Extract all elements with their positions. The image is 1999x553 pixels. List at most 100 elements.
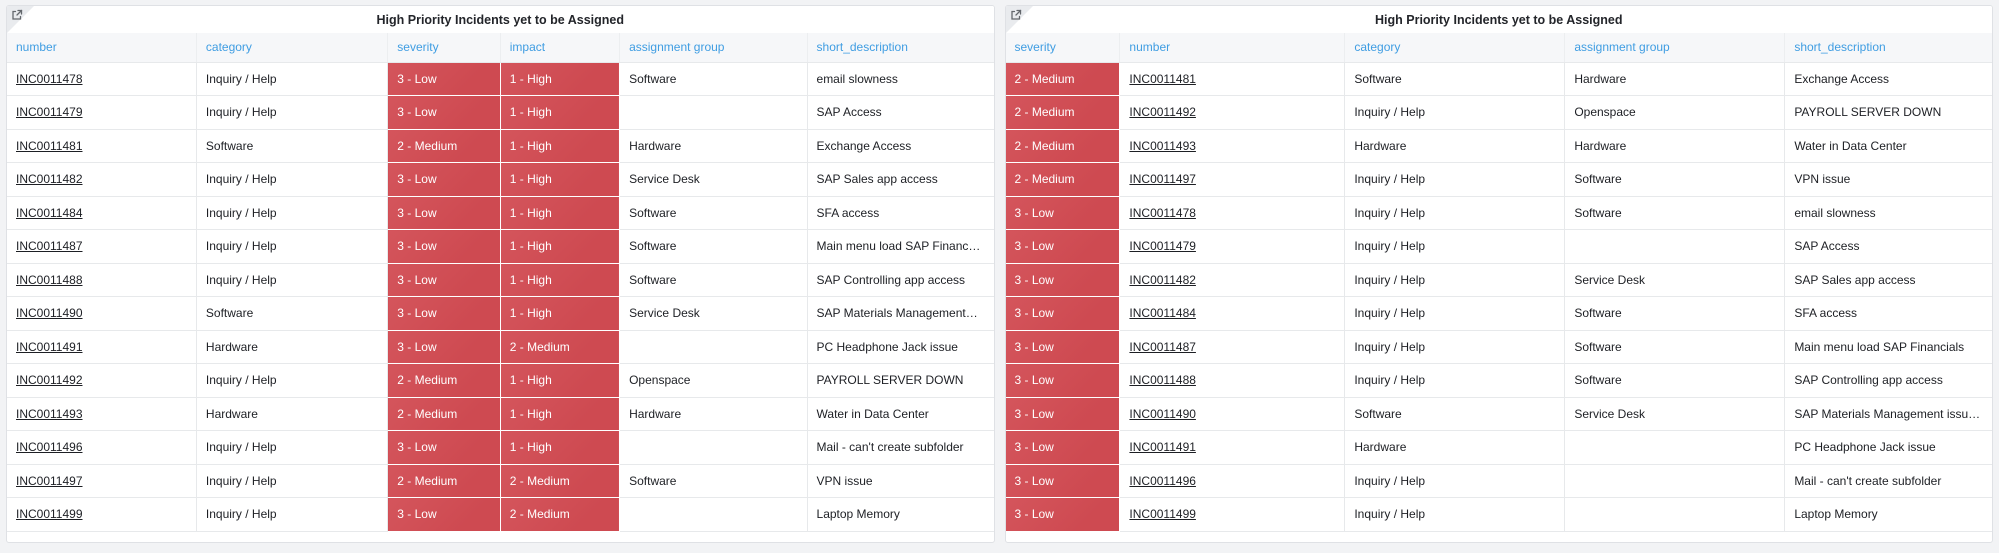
incident-link[interactable]: INC0011490: [16, 306, 83, 321]
table-row: INC0011479 Inquiry / Help 3 - Low 1 - High S…: [7, 95, 994, 130]
external-link-icon[interactable]: [1010, 9, 1026, 25]
number-cell: INC0011481: [7, 129, 197, 163]
incident-link[interactable]: INC0011497: [16, 473, 83, 488]
incident-link[interactable]: INC0011493: [1129, 138, 1196, 153]
incident-link[interactable]: INC0011499: [1129, 507, 1196, 522]
impact-cell: 1 - High: [500, 229, 621, 264]
table-row: 3 - Low INC0011484 Inquiry / Help Software S…: [1005, 296, 1992, 331]
incident-link[interactable]: INC0011487: [16, 239, 83, 254]
incident-link[interactable]: INC0011479: [1129, 239, 1196, 254]
incident-link[interactable]: INC0011497: [1129, 172, 1196, 187]
table-row: 3 - Low INC0011487 Inquiry / Help Software M…: [1005, 330, 1992, 364]
incident-link[interactable]: INC0011499: [16, 507, 83, 522]
incident-link[interactable]: INC0011492: [1129, 105, 1196, 120]
severity-cell: 3 - Low: [1005, 363, 1121, 398]
incident-link[interactable]: INC0011481: [1129, 71, 1196, 86]
assignment_group-cell: Hardware: [1564, 129, 1786, 163]
impact-cell: 1 - High: [500, 129, 621, 163]
category-cell: Inquiry / Help: [1344, 330, 1566, 364]
incident-link[interactable]: INC0011496: [1129, 473, 1196, 488]
incident-link[interactable]: INC0011488: [16, 272, 83, 287]
incident-link[interactable]: INC0011481: [16, 138, 83, 153]
column-header-category[interactable]: category: [196, 33, 389, 63]
assignment_group-cell: Software: [619, 464, 808, 498]
column-header-number[interactable]: number: [1119, 33, 1346, 63]
impact-cell: 1 - High: [500, 263, 621, 297]
incident-link[interactable]: INC0011492: [16, 373, 83, 388]
column-header-short_description[interactable]: short_description: [1784, 33, 1992, 63]
column-header-severity[interactable]: severity: [1005, 33, 1121, 63]
assignment_group-cell: Service Desk: [619, 296, 808, 331]
short_description-cell: SFA access: [1784, 296, 1992, 331]
incident-link[interactable]: INC0011484: [16, 205, 83, 220]
incident-link[interactable]: INC0011491: [16, 339, 83, 354]
severity-cell: 3 - Low: [387, 430, 501, 465]
category-cell: Inquiry / Help: [196, 62, 389, 96]
severity-cell: 3 - Low: [1005, 229, 1121, 264]
incident-link[interactable]: INC0011491: [1129, 440, 1196, 455]
report-widget-left: High Priority Incidents yet to be Assign…: [6, 5, 995, 543]
short_description-cell: SAP Access: [1784, 229, 1992, 264]
severity-cell: 2 - Medium: [1005, 162, 1121, 197]
table-row: 3 - Low INC0011478 Inquiry / Help Software e…: [1005, 196, 1992, 230]
impact-cell: 1 - High: [500, 196, 621, 230]
number-cell: INC0011496: [1119, 464, 1346, 498]
incident-link[interactable]: INC0011478: [1129, 205, 1196, 220]
category-cell: Inquiry / Help: [196, 464, 389, 498]
incident-link[interactable]: INC0011478: [16, 71, 83, 86]
external-link-icon[interactable]: [11, 9, 27, 25]
column-header-assignment_group[interactable]: assignment group: [1564, 33, 1786, 63]
incident-link[interactable]: INC0011496: [16, 440, 83, 455]
incident-link[interactable]: INC0011482: [1129, 272, 1196, 287]
incidents-table: severity number category assignment group sh…: [1005, 33, 1992, 532]
assignment_group-cell: [1564, 229, 1786, 264]
incident-link[interactable]: INC0011488: [1129, 373, 1196, 388]
impact-cell: 2 - Medium: [500, 330, 621, 364]
column-header-assignment_group[interactable]: assignment group: [619, 33, 808, 63]
header-row: severity number category assignment group sh…: [1005, 33, 1992, 63]
category-cell: Inquiry / Help: [196, 363, 389, 398]
column-header-number[interactable]: number: [7, 33, 197, 63]
incident-link[interactable]: INC0011479: [16, 105, 83, 120]
number-cell: INC0011492: [7, 363, 197, 398]
incident-link[interactable]: INC0011484: [1129, 306, 1196, 321]
number-cell: INC0011491: [7, 330, 197, 364]
short_description-cell: Laptop Memory: [1784, 497, 1992, 532]
incident-link[interactable]: INC0011482: [16, 172, 83, 187]
table-row: 3 - Low INC0011496 Inquiry / Help Mail - ca…: [1005, 464, 1992, 498]
assignment_group-cell: [619, 430, 808, 465]
assignment_group-cell: Software: [1564, 162, 1786, 197]
short_description-cell: PC Headphone Jack issue: [1784, 430, 1992, 465]
category-cell: Inquiry / Help: [1344, 497, 1566, 532]
impact-cell: 1 - High: [500, 397, 621, 431]
assignment_group-cell: Software: [1564, 296, 1786, 331]
table-row: INC0011482 Inquiry / Help 3 - Low 1 - High S…: [7, 162, 994, 197]
impact-cell: 1 - High: [500, 162, 621, 197]
short_description-cell: PAYROLL SERVER DOWN: [807, 363, 994, 398]
table-row: 3 - Low INC0011490 Software Service Desk SAP…: [1005, 397, 1992, 431]
incident-link[interactable]: INC0011487: [1129, 339, 1196, 354]
column-header-severity[interactable]: severity: [387, 33, 501, 63]
impact-cell: 1 - High: [500, 62, 621, 96]
column-header-category[interactable]: category: [1344, 33, 1566, 63]
column-header-short_description[interactable]: short_description: [807, 33, 994, 63]
number-cell: INC0011488: [1119, 363, 1346, 398]
assignment_group-cell: Service Desk: [1564, 397, 1786, 431]
short_description-cell: SFA access: [807, 196, 994, 230]
incident-link[interactable]: INC0011493: [16, 406, 83, 421]
column-header-impact[interactable]: impact: [500, 33, 621, 63]
assignment_group-cell: [1564, 430, 1786, 465]
table-row: 2 - Medium INC0011481 Software Hardware Exch…: [1005, 62, 1992, 96]
report-title-bar: High Priority Incidents yet to be Assign…: [7, 6, 994, 33]
category-cell: Inquiry / Help: [196, 196, 389, 230]
table-row: INC0011481 Software 2 - Medium 1 - High Hard…: [7, 129, 994, 163]
impact-cell: 1 - High: [500, 296, 621, 331]
number-cell: INC0011493: [7, 397, 197, 431]
short_description-cell: VPN issue: [1784, 162, 1992, 197]
short_description-cell: PAYROLL SERVER DOWN: [1784, 95, 1992, 130]
category-cell: Inquiry / Help: [1344, 196, 1566, 230]
severity-cell: 2 - Medium: [387, 464, 501, 498]
severity-cell: 3 - Low: [387, 229, 501, 264]
incident-link[interactable]: INC0011490: [1129, 406, 1196, 421]
